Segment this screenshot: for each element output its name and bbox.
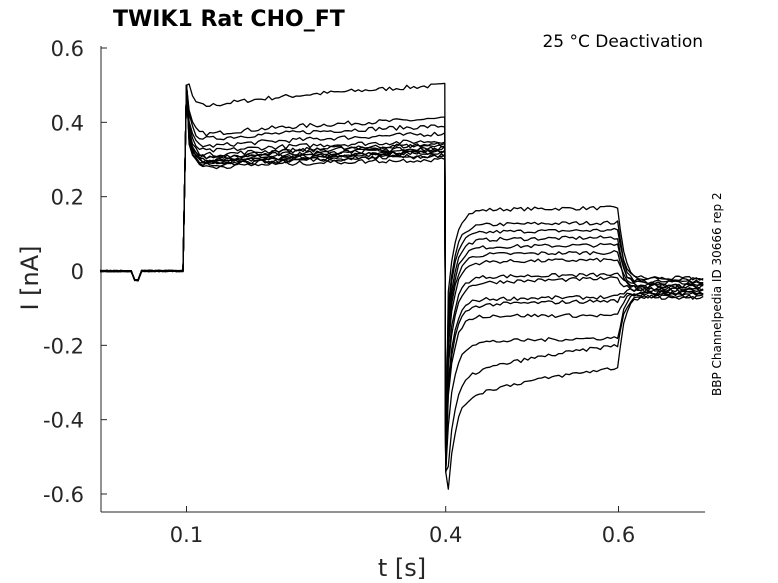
y-tick-label: 0.6: [51, 37, 84, 61]
x-tick-label: 0.4: [429, 523, 462, 547]
y-tick-label: -0.2: [43, 334, 84, 358]
trace-7: [100, 84, 704, 473]
y-tick-label: 0.2: [51, 186, 84, 210]
y-ticks: 0.6 0.4 0.2 0 -0.2 -0.4 -0.6: [43, 37, 107, 507]
chart-title: TWIK1 Rat CHO_FT: [113, 7, 345, 32]
trace-2: [100, 84, 704, 473]
y-tick-label: 0: [71, 260, 84, 284]
trace-15: [100, 84, 704, 490]
trace-12: [99, 84, 704, 473]
y-tick-label: -0.6: [43, 483, 84, 507]
condition-annotation: 25 °C Deactivation: [542, 32, 703, 52]
trace-5: [99, 84, 704, 473]
trace-14: [99, 84, 704, 473]
y-axis-label: I [nA]: [16, 245, 44, 310]
current-traces: [99, 82, 704, 490]
x-axis-label: t [s]: [378, 554, 426, 582]
trace-1: [99, 82, 704, 473]
x-tick-label: 0.6: [602, 523, 635, 547]
trace-3: [100, 84, 704, 473]
side-label: BBP Channelpedia ID 30666 rep 2: [710, 192, 724, 396]
y-tick-label: 0.4: [51, 111, 84, 135]
trace-4: [99, 84, 704, 473]
x-tick-label: 0.1: [170, 523, 203, 547]
y-tick-label: -0.4: [43, 409, 84, 433]
x-ticks: 0.1 0.4 0.6: [170, 506, 635, 547]
